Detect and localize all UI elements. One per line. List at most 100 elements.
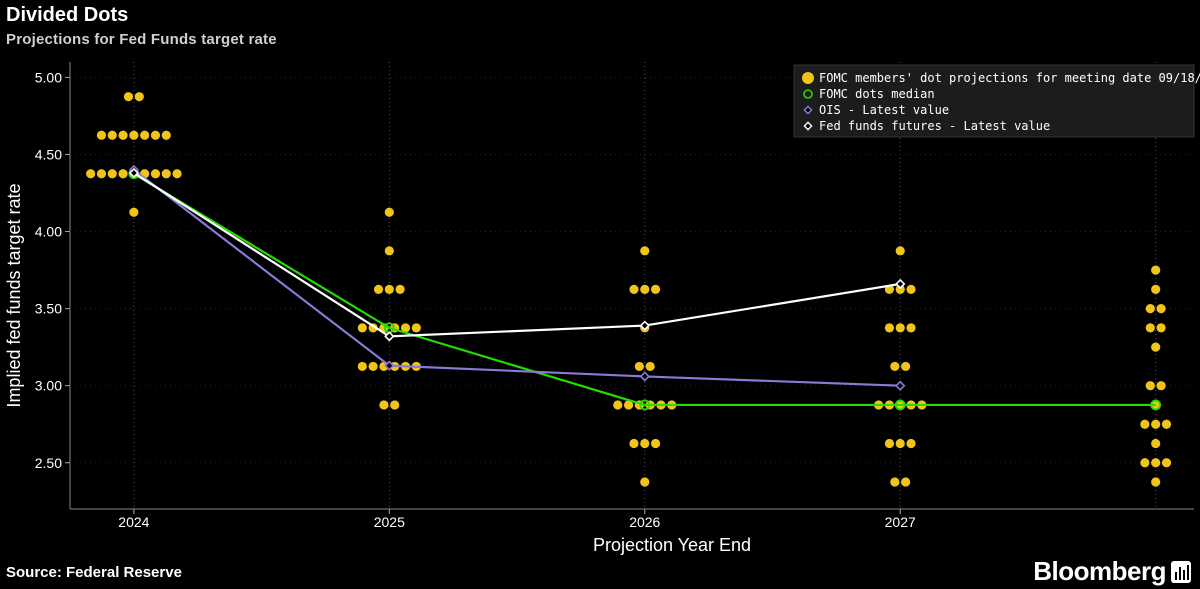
fomc-dot [140, 130, 150, 140]
legend-label: OIS - Latest value [819, 103, 949, 117]
legend-dot-marker [802, 72, 814, 84]
legend-futures-marker [803, 121, 813, 131]
fomc-dot [384, 284, 394, 294]
fomc-dot [895, 246, 905, 256]
fomc-dot [895, 284, 905, 294]
fomc-dot [1145, 381, 1155, 391]
fomc-dot [895, 323, 905, 333]
fomc-dot [650, 438, 661, 449]
brand-name: Bloomberg [1033, 556, 1166, 586]
chart-title: Divided Dots [6, 4, 129, 26]
fomc-dot [357, 323, 367, 333]
fomc-dot [1156, 304, 1166, 314]
x-tick-label: 2027 [885, 514, 916, 530]
y-tick-label: 4.00 [35, 224, 62, 240]
fomc-dot [400, 323, 411, 333]
fomc-dot [368, 361, 378, 372]
fomc-dot [1145, 304, 1155, 314]
fomc-dot [150, 169, 161, 179]
fomc-dot [1151, 419, 1161, 429]
fomc-dot [901, 361, 911, 372]
fomc-dot [640, 246, 650, 256]
dot-projections [86, 92, 1172, 487]
fomc-dot [129, 130, 139, 140]
fomc-dot [634, 361, 644, 372]
fomc-dot [357, 361, 367, 372]
chart-axes: 2.50 3.00 3.50 4.00 4.50 5.00 2024 2025 2026 2027… [4, 62, 1194, 555]
fomc-dot [906, 284, 916, 294]
fomc-dot [1151, 284, 1161, 294]
fomc-dot [640, 438, 650, 449]
x-axis-title: Projection Year End [593, 535, 751, 555]
fomc-dot [1161, 458, 1172, 468]
ois-line [133, 169, 901, 387]
legend-label: Fed funds futures - Latest value [819, 119, 1050, 133]
fomc-dot [1145, 323, 1155, 333]
fomc-dot [107, 130, 117, 140]
legend-label: FOMC dots median [819, 87, 935, 101]
y-tick-label: 3.50 [35, 301, 62, 317]
median-marker [1150, 399, 1162, 411]
x-tick-label: 2024 [118, 514, 149, 530]
fomc-dot [96, 169, 107, 179]
bloomberg-logo: Bloomberg [1033, 556, 1192, 587]
fomc-dot [86, 169, 96, 179]
fomc-dot [1151, 342, 1161, 352]
series-lines [128, 164, 1162, 411]
fomc-dot [129, 207, 139, 217]
fomc-dot [96, 130, 107, 140]
fomc-dot [1151, 458, 1161, 468]
fomc-dot [1140, 419, 1150, 429]
fomc-dot [613, 400, 623, 410]
fomc-dot [1156, 381, 1166, 391]
fomc-dot [884, 438, 895, 449]
chart-subtitle: Projections for Fed Funds target rate [6, 31, 277, 48]
legend-label: FOMC members' dot projections for meetin… [819, 71, 1200, 85]
fomc-dot [1151, 477, 1161, 487]
fomc-dot [395, 284, 405, 294]
fomc-dot [1140, 458, 1150, 468]
fomc-dot [906, 323, 916, 333]
median-line [133, 172, 1156, 407]
y-tick-label: 3.00 [35, 378, 62, 394]
fomc-dot [118, 130, 128, 140]
fomc-dot [161, 130, 171, 140]
fomc-dot [901, 477, 911, 487]
x-tick-label: 2025 [374, 514, 405, 530]
median-marker [894, 399, 906, 411]
futures-marker [384, 331, 395, 342]
legend-ois-marker [803, 105, 813, 115]
ois-marker [895, 380, 906, 391]
legend-median-marker [803, 89, 813, 99]
fomc-dot [645, 361, 655, 372]
fomc-dot [650, 284, 661, 294]
chart-legend: FOMC members' dot projections for meetin… [793, 64, 1200, 138]
fomc-dot [123, 92, 134, 102]
futures-line [133, 172, 901, 338]
fomc-dot [1151, 438, 1161, 449]
fomc-dot [411, 323, 421, 333]
bloomberg-terminal-icon [1171, 560, 1191, 583]
fomc-dot [118, 169, 128, 179]
y-tick-label: 5.00 [35, 69, 62, 85]
fomc-dot [161, 169, 171, 179]
fomc-dot [134, 92, 144, 102]
fomc-dot [640, 284, 650, 294]
fomc-dot [1156, 323, 1166, 333]
fomc-dot [906, 438, 916, 449]
legend-box [793, 64, 1195, 138]
fomc-dot [629, 438, 639, 449]
futures-marker [895, 278, 906, 290]
fomc-dot [1161, 419, 1172, 429]
fomc-dot [150, 130, 161, 140]
x-tick-label: 2026 [629, 514, 660, 530]
fomc-dot [640, 477, 650, 487]
y-tick-label: 4.50 [35, 146, 62, 162]
futures-marker [639, 320, 650, 331]
futures-marker [128, 167, 139, 179]
fomc-dot [390, 400, 400, 410]
fomc-dot [384, 246, 394, 256]
fomc-dot [895, 438, 905, 449]
fomc-dot [890, 477, 900, 487]
